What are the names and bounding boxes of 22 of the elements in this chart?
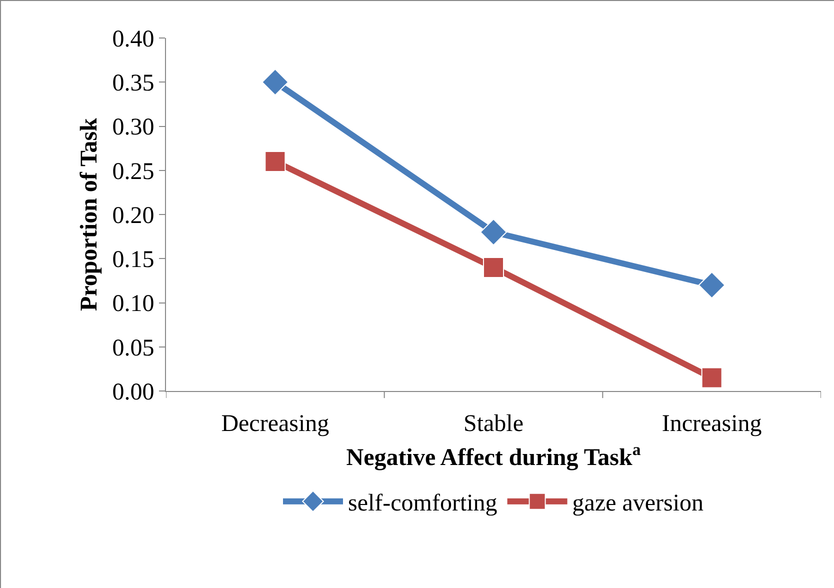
point xyxy=(698,272,726,299)
y-tick-label: 0.15 xyxy=(112,247,154,274)
x-axis-title: Negative Affect during Task$^{a}$ xyxy=(346,440,642,472)
y-tick-label: 0.35 xyxy=(112,70,154,97)
y-tick-label: 0.00 xyxy=(112,379,154,406)
x-tick-label: Stable xyxy=(464,410,524,437)
legend-label: self-comforting xyxy=(348,490,498,517)
point xyxy=(483,256,504,278)
y-axis-title: Proportion of Task xyxy=(76,117,102,311)
y-tick-label: 0.20 xyxy=(112,202,154,229)
point xyxy=(264,151,286,172)
y-tick-label: 0.40 xyxy=(112,26,154,52)
y-tick-label: 0.10 xyxy=(112,291,154,318)
point xyxy=(262,68,289,96)
x-tick-label: Decreasing xyxy=(221,410,330,437)
y-tick-label: 0.30 xyxy=(112,114,154,141)
legend-label: gaze aversion xyxy=(572,490,704,517)
x-tick-label: Increasing xyxy=(662,410,762,437)
point xyxy=(701,367,722,388)
point xyxy=(480,218,507,246)
y-tick-label: 0.05 xyxy=(112,335,154,362)
y-tick-label: 0.25 xyxy=(112,158,154,185)
